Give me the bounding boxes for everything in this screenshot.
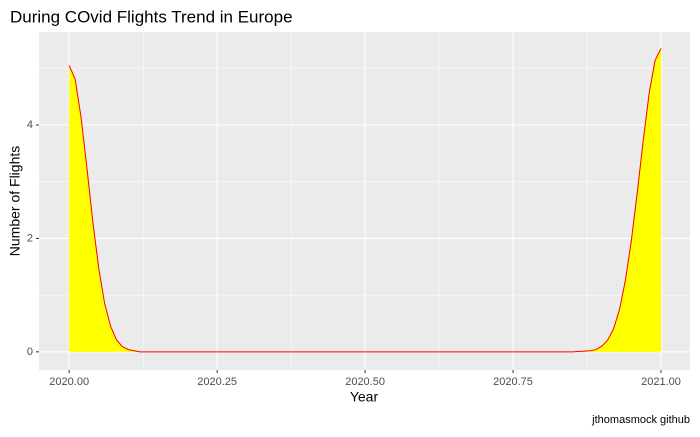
- x-tick-label: 2020.75: [493, 376, 533, 388]
- panel: [39, 32, 690, 370]
- x-tick-label: 2020.00: [49, 376, 89, 388]
- x-tick-label: 2021.00: [641, 376, 681, 388]
- x-tick-label: 2020.25: [197, 376, 237, 388]
- chart-title: During COvid Flights Trend in Europe: [10, 7, 293, 26]
- y-tick-label: 4: [27, 119, 33, 131]
- x-axis-title: Year: [350, 389, 379, 405]
- line: [68, 48, 662, 353]
- x-tick-label: 2020.50: [345, 376, 385, 388]
- y-axis-title: Number of Flights: [7, 146, 23, 256]
- y-tick-label: 0: [27, 346, 33, 358]
- caption: jthomasmock github: [591, 414, 690, 426]
- y-tick-label: 2: [27, 232, 33, 244]
